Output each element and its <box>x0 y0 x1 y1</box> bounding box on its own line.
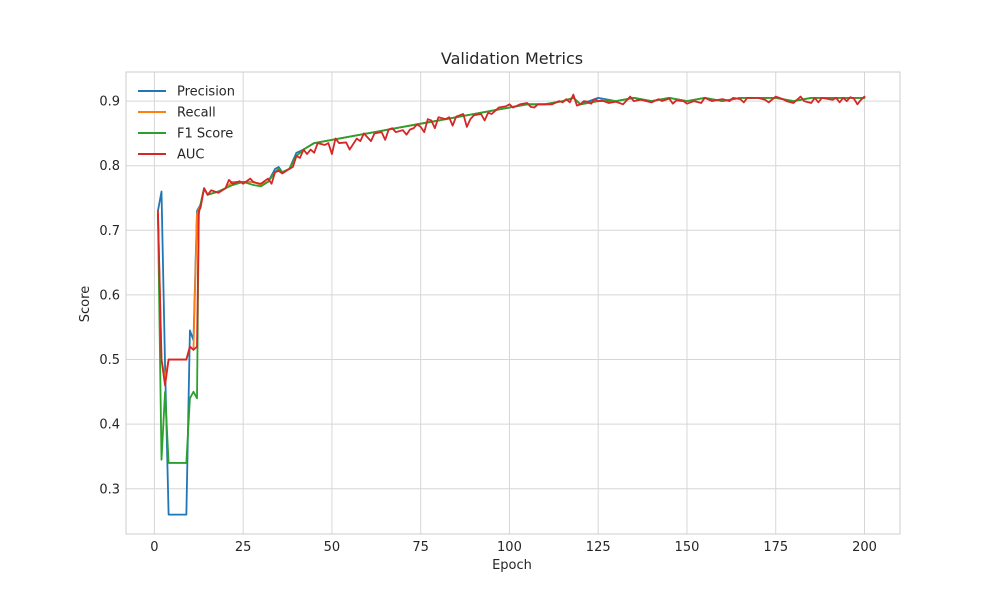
y-tick-label: 0.8 <box>99 159 120 174</box>
x-tick-label: 50 <box>324 540 341 555</box>
y-tick-label: 0.4 <box>99 418 120 433</box>
legend-label-auc: AUC <box>177 148 205 163</box>
x-axis-label: Epoch <box>492 558 532 573</box>
series-line-auc <box>157 93 866 387</box>
y-tick-label: 0.5 <box>99 353 120 368</box>
y-axis-label: Score <box>78 286 93 322</box>
x-tick-label: 0 <box>150 540 158 555</box>
y-tick-label: 0.9 <box>99 95 120 110</box>
legend: Precision Recall F1 Score AUC <box>138 85 235 163</box>
y-tick-label: 0.7 <box>99 224 120 239</box>
legend-label-precision: Precision <box>177 85 235 100</box>
y-tick-label: 0.3 <box>99 482 120 497</box>
x-tick-label: 125 <box>586 540 611 555</box>
x-tick-label: 150 <box>675 540 700 555</box>
plot-frame <box>125 71 901 535</box>
x-tick-label: 200 <box>852 540 877 555</box>
grid-layer <box>126 72 900 534</box>
x-tick-label: 175 <box>763 540 788 555</box>
x-tick-label: 100 <box>497 540 522 555</box>
y-tick-label: 0.6 <box>99 288 120 303</box>
x-tick-label: 25 <box>235 540 252 555</box>
legend-label-recall: Recall <box>177 106 216 121</box>
legend-label-f1-score: F1 Score <box>177 127 233 142</box>
x-tick-label: 75 <box>412 540 429 555</box>
chart-title: Validation Metrics <box>441 49 583 68</box>
series-layer <box>157 93 866 516</box>
tick-layer: 0 25 50 75 100 125 150 175 200 0.3 0.4 0.5 0.6 0.7 0.8… <box>99 95 877 555</box>
